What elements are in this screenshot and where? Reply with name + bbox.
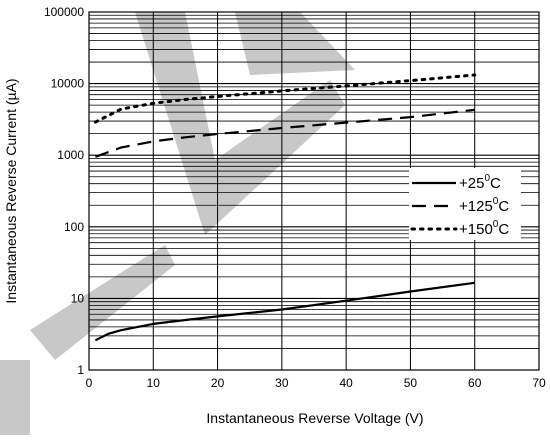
- series-lines: [93, 73, 477, 342]
- y-axis-ticks: 1 10 100 1000 10000 100000: [44, 5, 84, 377]
- y-tick-label: 100000: [44, 5, 84, 19]
- x-tick-label: 50: [404, 376, 418, 390]
- series-line: [95, 108, 475, 158]
- x-axis-ticks: 0 10 20 30 40 50 60 70: [86, 376, 546, 390]
- x-tick-label: 30: [275, 376, 289, 390]
- legend-label: +1250C: [459, 196, 509, 215]
- series-line: [94, 281, 475, 342]
- watermark-shape: [0, 360, 30, 435]
- x-tick-label: 0: [86, 376, 93, 390]
- watermark-shape: [30, 245, 175, 360]
- watermark-shape: [135, 12, 345, 235]
- y-tick-label: 1: [77, 363, 84, 377]
- plot-frame: [88, 11, 540, 371]
- x-axis-title: Instantaneous Reverse Voltage (V): [206, 410, 423, 426]
- x-tick-label: 20: [211, 376, 225, 390]
- x-tick-label: 70: [532, 376, 546, 390]
- legend-box: [409, 168, 521, 240]
- watermark-logo: [0, 12, 355, 435]
- x-tick-label: 60: [468, 376, 482, 390]
- y-tick-label: 10: [71, 291, 85, 305]
- x-tick-label: 10: [147, 376, 161, 390]
- legend-label: +1500C: [459, 219, 509, 238]
- legend: +250C +1250C +1500C: [409, 168, 521, 240]
- y-axis-title: Instantaneous Reverse Current (µA): [3, 78, 19, 303]
- y-tick-label: 10000: [51, 77, 85, 91]
- x-tick-label: 40: [339, 376, 353, 390]
- y-tick-label: 1000: [57, 148, 84, 162]
- watermark-shape: [235, 12, 355, 75]
- y-tick-label: 100: [64, 220, 84, 234]
- legend-label: +250C: [459, 173, 501, 192]
- series-line: [93, 73, 477, 124]
